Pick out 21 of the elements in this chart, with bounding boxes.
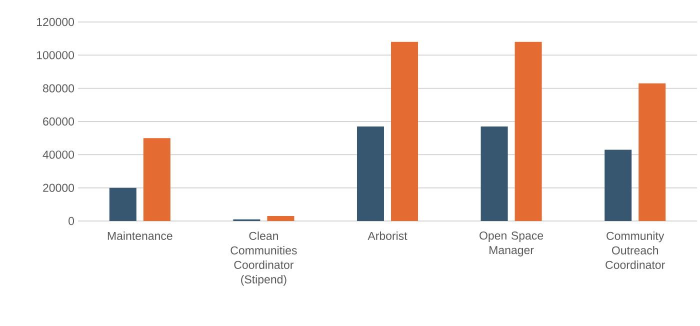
x-tick-label: Arborist bbox=[368, 232, 408, 240]
y-tick-label: 120000 bbox=[36, 18, 74, 26]
bar bbox=[638, 83, 666, 221]
x-tick-label: Maintenance bbox=[108, 232, 172, 240]
x-tick-label: Open Space Manager bbox=[480, 232, 544, 256]
bar bbox=[267, 216, 294, 221]
bar bbox=[109, 188, 136, 221]
bar bbox=[514, 42, 542, 221]
y-tick-label: 80000 bbox=[43, 84, 74, 92]
bar bbox=[480, 126, 508, 221]
y-tick-label: 0 bbox=[68, 216, 74, 226]
y-tick-label: 40000 bbox=[42, 150, 74, 159]
x-tick-label: Community Outreach Coordinator bbox=[606, 232, 665, 269]
y-tick-label: 60000 bbox=[43, 117, 74, 126]
bar bbox=[604, 150, 632, 221]
x-tick-label: Clean Communities Coordinator (Stipend) bbox=[230, 232, 297, 286]
y-tick-label: 20000 bbox=[43, 184, 74, 192]
y-tick-label: 100000 bbox=[36, 51, 74, 60]
bar bbox=[391, 42, 418, 221]
bar bbox=[143, 138, 170, 221]
bar bbox=[357, 126, 384, 221]
